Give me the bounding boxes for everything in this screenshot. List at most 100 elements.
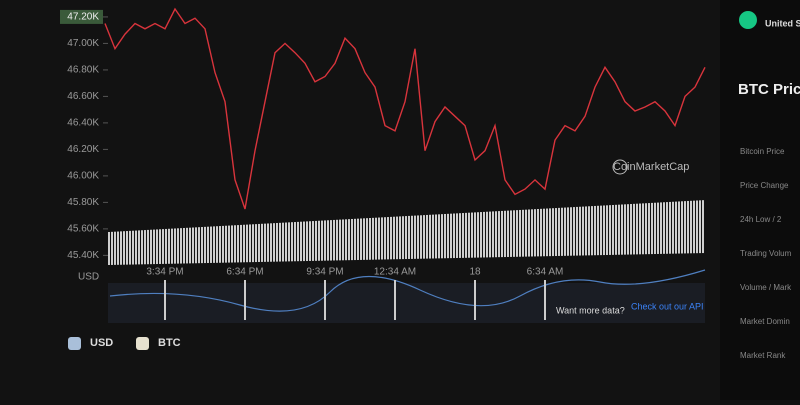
volume-bar bbox=[420, 215, 422, 259]
panel-row: Price Change bbox=[740, 181, 789, 190]
panel-row: 24h Low / 2 bbox=[740, 215, 782, 224]
volume-bar bbox=[333, 219, 335, 261]
volume-bar bbox=[591, 206, 593, 256]
volume-bar bbox=[147, 229, 149, 265]
volume-bar bbox=[381, 217, 383, 260]
volume-bar bbox=[177, 228, 179, 264]
volume-bar bbox=[540, 208, 542, 257]
volume-bar bbox=[201, 227, 203, 264]
volume-bar bbox=[129, 230, 131, 265]
volume-bar bbox=[246, 224, 248, 263]
volume-bar bbox=[144, 230, 146, 265]
volume-bar bbox=[576, 206, 578, 256]
volume-bar bbox=[600, 205, 602, 256]
volume-bar bbox=[597, 205, 599, 256]
volume-bar bbox=[366, 218, 368, 260]
price-line bbox=[104, 7, 706, 210]
volume-bar bbox=[159, 229, 161, 264]
y-tick-label: 47.20K bbox=[67, 12, 99, 23]
volume-bar bbox=[531, 209, 533, 257]
volume-bar bbox=[651, 202, 653, 255]
volume-bar bbox=[678, 201, 680, 254]
volume-bar bbox=[483, 211, 485, 258]
volume-bar bbox=[324, 220, 326, 261]
volume-bar bbox=[153, 229, 155, 265]
volume-bar bbox=[231, 225, 233, 263]
volume-bar bbox=[180, 228, 182, 264]
volume-bar bbox=[312, 221, 314, 261]
volume-bar bbox=[285, 222, 287, 262]
volume-bar bbox=[330, 220, 332, 261]
panel-row: Market Domin bbox=[740, 317, 790, 326]
x-tick-label: 6:34 PM bbox=[226, 267, 263, 278]
volume-bar bbox=[510, 210, 512, 257]
volume-bar bbox=[654, 202, 656, 255]
volume-bar bbox=[426, 214, 428, 259]
volume-bar bbox=[387, 217, 389, 260]
legend-label: BTC bbox=[158, 337, 181, 349]
volume-bar bbox=[642, 203, 644, 255]
y-tick-label: 46.00K bbox=[67, 171, 99, 182]
volume-bar bbox=[621, 204, 623, 255]
volume-bar bbox=[666, 202, 668, 254]
volume-bar bbox=[696, 200, 698, 254]
volume-bar bbox=[528, 209, 530, 257]
panel-row: Bitcoin Price bbox=[740, 147, 785, 156]
volume-bar bbox=[429, 214, 431, 259]
volume-bar bbox=[207, 226, 209, 264]
volume-bar bbox=[198, 227, 200, 264]
volume-bar bbox=[354, 218, 356, 261]
volume-bar bbox=[117, 231, 119, 265]
volume-bar bbox=[258, 223, 260, 262]
volume-bar bbox=[108, 232, 110, 265]
volume-bar bbox=[411, 215, 413, 259]
volume-bar bbox=[585, 206, 587, 256]
volume-bar bbox=[252, 224, 254, 263]
volume-bar bbox=[243, 224, 245, 263]
volume-bar bbox=[546, 208, 548, 257]
y-tick-highlight bbox=[60, 9, 103, 24]
volume-bar bbox=[534, 209, 536, 257]
volume-bar bbox=[306, 221, 308, 262]
volume-bar bbox=[648, 203, 650, 255]
volume-bar bbox=[222, 225, 224, 263]
volume-bar bbox=[555, 208, 557, 257]
side-panel bbox=[720, 0, 800, 400]
volume-bar bbox=[195, 227, 197, 264]
footer-link[interactable]: Check out our API bbox=[631, 301, 704, 311]
x-tick-label: 12:34 AM bbox=[374, 267, 416, 278]
volume-bar bbox=[663, 202, 665, 254]
footer-note: Want more data? bbox=[556, 305, 625, 315]
volume-bar bbox=[693, 200, 695, 254]
volume-bar bbox=[453, 213, 455, 259]
volume-bar bbox=[699, 200, 701, 254]
volume-bar bbox=[615, 204, 617, 255]
volume-bar bbox=[657, 202, 659, 254]
volume-bar bbox=[594, 205, 596, 256]
x-tick-label: 18 bbox=[469, 267, 481, 278]
volume-bar bbox=[408, 215, 410, 259]
panel-row: Trading Volum bbox=[740, 249, 792, 258]
volume-bar bbox=[522, 209, 524, 257]
volume-bar bbox=[582, 206, 584, 256]
volume-bar bbox=[516, 210, 518, 257]
volume-bar bbox=[414, 215, 416, 259]
volume-bar bbox=[492, 211, 494, 258]
volume-bar bbox=[468, 212, 470, 258]
volume-bar bbox=[690, 200, 692, 254]
volume-bar bbox=[255, 224, 257, 263]
volume-bar bbox=[393, 216, 395, 260]
volume-bar bbox=[291, 222, 293, 262]
volume-bar bbox=[132, 230, 134, 265]
volume-bar bbox=[339, 219, 341, 261]
volume-bar bbox=[309, 221, 311, 261]
x-tick-label: 6:34 AM bbox=[527, 267, 564, 278]
volume-bar bbox=[588, 206, 590, 256]
volume-bar bbox=[261, 223, 263, 262]
y-tick-label: 47.00K bbox=[67, 38, 99, 49]
volume-bar bbox=[639, 203, 641, 255]
volume-bar bbox=[342, 219, 344, 261]
volume-bar bbox=[606, 205, 608, 255]
panel-row: Market Rank bbox=[740, 351, 786, 360]
volume-bar bbox=[225, 225, 227, 263]
